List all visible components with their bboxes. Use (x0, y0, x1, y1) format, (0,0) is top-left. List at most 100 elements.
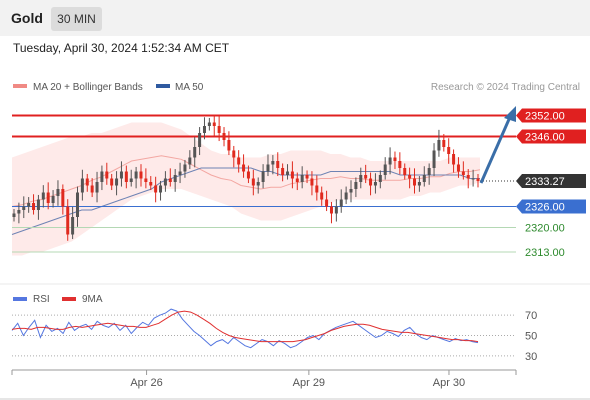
candle (75, 186, 79, 227)
level-label-2333.27: 2333.27 (525, 176, 565, 188)
rsi-tick-70: 70 (525, 310, 537, 322)
credit-text: Research © 2024 Trading Central (431, 82, 580, 93)
candle (300, 166, 304, 189)
candle (188, 150, 192, 170)
level-label-2320.00: 2320.00 (525, 223, 565, 235)
level-box-2333.27 (516, 174, 586, 189)
legend-swatch-9ma (62, 297, 76, 301)
candle (80, 169, 84, 201)
candle (232, 145, 236, 168)
candle (325, 190, 329, 212)
candle (339, 189, 343, 213)
candle (476, 173, 480, 188)
candle (246, 165, 250, 184)
candle (168, 168, 172, 187)
candle (266, 154, 270, 177)
candle (41, 185, 45, 208)
candle (310, 171, 314, 196)
candle (442, 134, 446, 152)
candle (217, 115, 221, 142)
candle (12, 208, 16, 222)
candle (85, 173, 89, 192)
candle (466, 169, 470, 189)
candle (193, 136, 197, 168)
candle (66, 199, 70, 241)
level-label-2346.00: 2346.00 (525, 132, 565, 144)
level-box-2326.00 (516, 199, 586, 214)
candle (110, 173, 114, 191)
candle (452, 149, 456, 173)
candle (413, 168, 417, 194)
candle (36, 194, 40, 220)
candle (115, 171, 119, 196)
projection-arrow (479, 106, 516, 184)
candle (119, 161, 123, 187)
bottom-border (0, 398, 590, 400)
level-label-2313.00: 2313.00 (525, 247, 565, 259)
candle (71, 206, 75, 240)
level-label-2326.00: 2326.00 (525, 202, 565, 214)
rsi-series-9MA (11, 310, 479, 343)
candle (90, 178, 94, 198)
candle (256, 177, 260, 194)
candle (359, 167, 363, 189)
symbol-title: Gold (11, 10, 43, 26)
candle (461, 161, 465, 180)
level-box-2352.00 (516, 108, 586, 123)
candle (329, 201, 333, 224)
candle (100, 165, 104, 191)
candle (408, 167, 412, 189)
candle (242, 154, 246, 178)
candle (378, 170, 382, 189)
chart-header: Gold 30 MIN (0, 0, 590, 36)
candle (56, 180, 60, 206)
candle (334, 199, 338, 222)
candle (144, 168, 148, 189)
candle (271, 155, 275, 175)
x-tick-label: Apr 26 (130, 377, 162, 389)
candle (388, 147, 392, 175)
candle (305, 170, 309, 184)
candle (198, 127, 202, 156)
candle (373, 173, 377, 194)
ma20-line (11, 155, 481, 207)
candle (315, 175, 319, 201)
candle (403, 163, 407, 180)
candle (149, 176, 153, 191)
candle (134, 166, 138, 189)
candle (393, 151, 397, 170)
candle (207, 117, 211, 131)
candle (27, 197, 31, 213)
timestamp: Tuesday, April 30, 2024 1:52:34 AM CET (13, 41, 230, 55)
candle (202, 117, 206, 140)
candle (139, 164, 143, 187)
candle (437, 129, 441, 157)
candle (344, 186, 348, 205)
timeframe-button[interactable]: 30 MIN (51, 7, 102, 31)
candle (222, 127, 226, 147)
candle (369, 172, 373, 196)
candle (383, 157, 387, 180)
candle (364, 164, 368, 184)
candle (432, 143, 436, 177)
candle (212, 115, 216, 136)
legend-label-ma20: MA 20 + Bollinger Bands (33, 82, 143, 93)
candle (95, 171, 99, 203)
legend-label-rsi: RSI (33, 294, 50, 305)
rsi-tick-30: 30 (525, 351, 537, 363)
price-labels: 2352.00 2346.00 2333.27 2326.00 2320.00 2313.… (516, 108, 586, 259)
candle (286, 164, 290, 180)
candle (32, 194, 36, 215)
candle (447, 138, 451, 164)
candle (398, 152, 402, 175)
candle (124, 165, 128, 189)
candle (471, 169, 475, 187)
bollinger-band (11, 122, 481, 256)
legend-label-ma50: MA 50 (175, 82, 204, 93)
candle (456, 157, 460, 178)
candle (290, 161, 294, 189)
candle (261, 164, 265, 189)
candle (46, 182, 50, 210)
candle (163, 171, 167, 192)
